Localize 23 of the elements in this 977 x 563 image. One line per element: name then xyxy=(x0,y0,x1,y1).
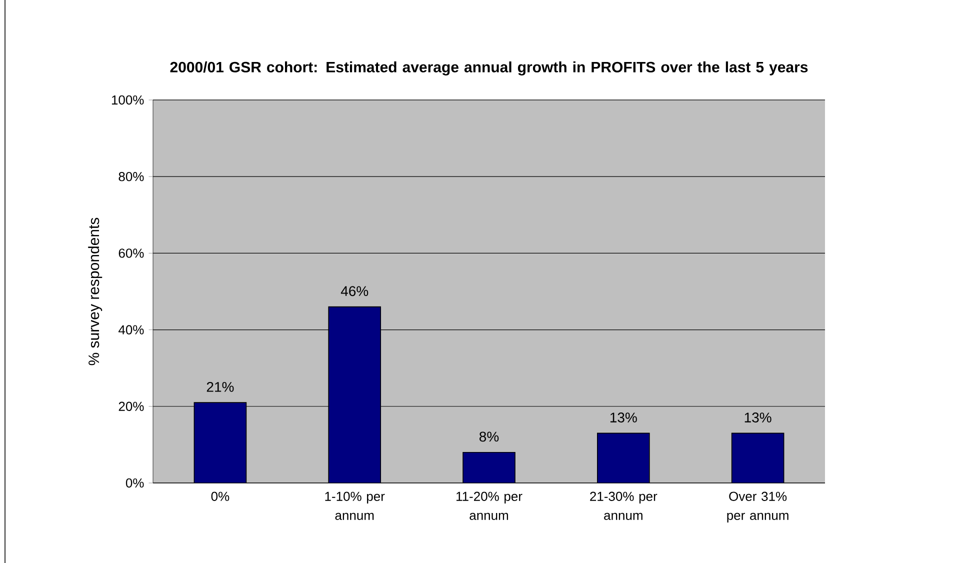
x-tick-label: 0% xyxy=(211,492,230,501)
y-tick-label: 0% xyxy=(126,478,144,488)
data-label: 8% xyxy=(480,432,499,442)
y-axis-title: % survey respondents xyxy=(88,218,102,366)
x-tick-label: 21-30% per annum xyxy=(590,492,658,520)
y-tick-label: 60% xyxy=(118,248,144,258)
bar xyxy=(462,452,516,483)
y-tick-label: 100% xyxy=(112,95,144,105)
data-label: 21% xyxy=(206,382,234,392)
data-label: 46% xyxy=(340,286,368,296)
y-tick-label: 80% xyxy=(118,172,144,182)
y-tick-label: 40% xyxy=(118,325,144,334)
data-label: 13% xyxy=(610,412,637,422)
data-label: 13% xyxy=(744,412,772,422)
y-tick-label: 20% xyxy=(118,402,144,411)
bar xyxy=(731,432,784,483)
bar xyxy=(194,402,247,483)
x-tick-label: Over 31% per annum xyxy=(727,492,788,523)
x-tick-label: 1-10% per annum xyxy=(325,492,385,520)
bar xyxy=(597,432,650,483)
bar xyxy=(328,306,382,483)
x-tick-label: 11-20% per annum xyxy=(456,492,522,520)
chart-title: 2000/01 GSR cohort: Estimated average annual growth in PROFITS over the last 5 years xyxy=(170,61,808,76)
